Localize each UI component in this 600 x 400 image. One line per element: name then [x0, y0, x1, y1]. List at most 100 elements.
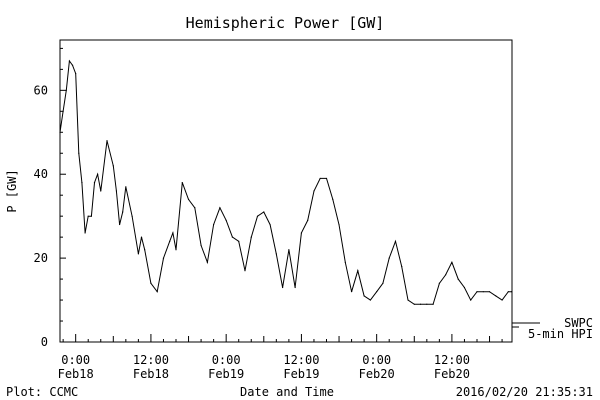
- data-point: [100, 190, 102, 192]
- data-point: [510, 291, 513, 293]
- data-point: [501, 299, 503, 301]
- x-tick-date-label: Feb19: [283, 367, 319, 381]
- data-point: [376, 291, 378, 293]
- data-point: [350, 291, 353, 293]
- data-point: [206, 261, 208, 263]
- data-point: [432, 303, 434, 305]
- data-point: [213, 223, 215, 226]
- x-tick-time-label: 0:00: [362, 353, 391, 367]
- data-point: [413, 303, 415, 305]
- y-tick-label: 0: [41, 335, 48, 349]
- data-point: [451, 261, 453, 263]
- x-tick-date-label: Feb18: [133, 367, 169, 381]
- x-tick-time-label: 0:00: [61, 353, 90, 367]
- data-point: [65, 89, 67, 91]
- data-point: [93, 182, 96, 184]
- data-point: [162, 257, 165, 259]
- data-point: [238, 240, 240, 242]
- data-point: [463, 286, 466, 289]
- data-point: [225, 219, 227, 221]
- data-point: [97, 173, 99, 175]
- data-point: [78, 152, 80, 154]
- x-tick-date-label: Feb20: [434, 367, 470, 381]
- y-axis-label: P [GW]: [5, 169, 19, 212]
- series-group: [59, 59, 513, 305]
- y-axis: 0 20 40 60: [34, 47, 66, 349]
- y-tick-label: 60: [34, 83, 48, 97]
- data-point: [313, 190, 315, 192]
- data-point: [263, 211, 265, 213]
- x-tick-date-label: Feb20: [359, 367, 395, 381]
- data-point: [112, 165, 114, 167]
- x-tick-time-label: 12:00: [133, 353, 169, 367]
- data-point: [175, 249, 177, 251]
- data-point: [59, 131, 61, 133]
- data-point: [62, 110, 64, 112]
- data-point: [219, 207, 221, 209]
- data-point: [388, 257, 390, 259]
- data-point: [282, 286, 284, 289]
- data-point: [419, 303, 422, 305]
- plot-frame: [59, 39, 513, 343]
- data-point: [150, 282, 152, 284]
- data-point: [470, 299, 472, 301]
- x-axis-label: Date and Time: [240, 385, 334, 399]
- data-point: [269, 223, 271, 226]
- data-point: [482, 291, 484, 293]
- data-point: [445, 274, 447, 276]
- data-point: [307, 219, 309, 221]
- data-point: [394, 240, 397, 242]
- data-point: [106, 140, 108, 142]
- data-point: [231, 236, 234, 238]
- data-point: [172, 232, 174, 234]
- data-point: [187, 198, 190, 200]
- data-point: [325, 177, 328, 180]
- legend-swpc-label: SWPC: [564, 316, 593, 330]
- data-point: [244, 270, 246, 272]
- data-point: [300, 232, 303, 234]
- data-point: [357, 270, 359, 272]
- data-point: [382, 282, 384, 284]
- data-point: [144, 249, 146, 251]
- data-point: [495, 295, 497, 297]
- x-tick-date-label: Feb19: [208, 367, 244, 381]
- data-point: [137, 253, 139, 255]
- data-point: [200, 244, 202, 247]
- x-tick-time-label: 12:00: [283, 353, 319, 367]
- data-point: [369, 299, 371, 301]
- x-tick-time-label: 12:00: [434, 353, 470, 367]
- data-point: [344, 261, 346, 263]
- data-point: [156, 291, 158, 293]
- data-point: [169, 240, 171, 242]
- y-tick-label: 20: [34, 251, 48, 265]
- data-point: [71, 64, 74, 66]
- data-point: [194, 207, 196, 209]
- data-point: [363, 295, 365, 297]
- data-point: [338, 223, 340, 226]
- data-point: [118, 223, 121, 226]
- data-point: [319, 177, 321, 180]
- data-point: [288, 249, 290, 251]
- data-point: [507, 291, 509, 293]
- data-point: [84, 232, 86, 234]
- data-point: [457, 278, 459, 280]
- data-point: [438, 282, 440, 284]
- data-point: [68, 60, 71, 62]
- data-point: [81, 182, 83, 184]
- data-point: [115, 190, 118, 192]
- data-point: [250, 236, 252, 238]
- data-point: [87, 215, 89, 217]
- data-point: [90, 215, 92, 217]
- data-point: [140, 236, 143, 238]
- data-point: [294, 286, 296, 289]
- data-point: [256, 215, 259, 217]
- data-point: [131, 215, 133, 217]
- data-point: [426, 303, 428, 305]
- data-point: [332, 198, 334, 200]
- data-point: [181, 182, 183, 184]
- chart-title: Hemispheric Power [GW]: [186, 14, 385, 32]
- data-point: [275, 253, 277, 255]
- x-tick-time-label: 0:00: [212, 353, 241, 367]
- data-point: [125, 186, 127, 188]
- y-tick-label: 40: [34, 167, 48, 181]
